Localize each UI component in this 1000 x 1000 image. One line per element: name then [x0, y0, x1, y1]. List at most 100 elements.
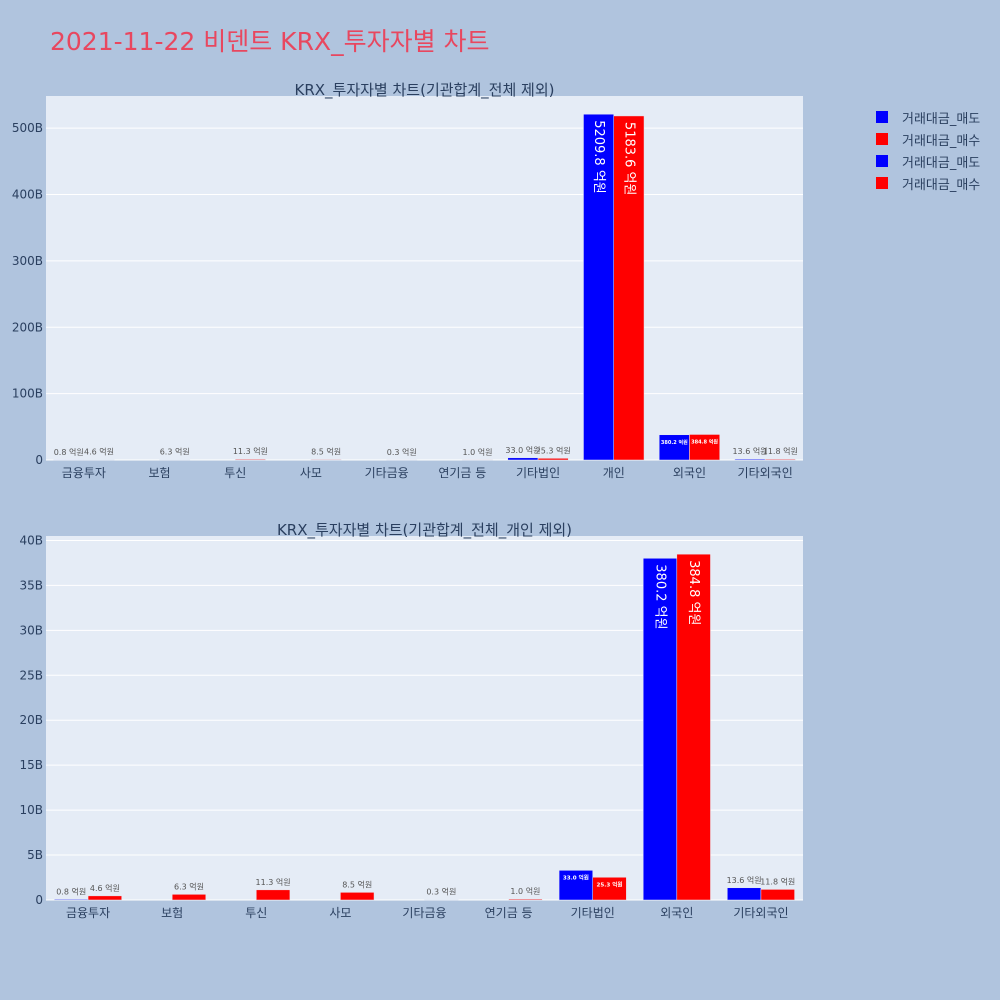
data-label: 380.2 억원: [661, 439, 688, 446]
legend-swatch: [876, 177, 888, 189]
x-tick-label: 금융투자: [66, 906, 110, 920]
bar: [592, 877, 627, 901]
bar: [642, 558, 678, 901]
y-tick-label: 300B: [12, 254, 43, 268]
x-tick-label: 기타금융: [365, 466, 409, 480]
x-tick-label: 기타외국인: [738, 466, 793, 480]
y-tick-label: 0: [35, 453, 43, 467]
legend-label: 거래대금_매수: [902, 133, 981, 149]
data-label: 384.8 억원: [686, 560, 701, 625]
x-tick-label: 기타법인: [571, 906, 615, 920]
bar: [689, 434, 720, 461]
y-tick-label: 30B: [19, 623, 43, 637]
legend-swatch: [876, 133, 888, 145]
data-label: 33.0 억원: [505, 445, 540, 455]
bar: [87, 895, 122, 901]
legend-swatch: [876, 155, 888, 167]
y-tick-label: 35B: [19, 578, 43, 592]
legend-item-sell[interactable]: 거래대금_매도: [876, 106, 980, 128]
x-tick-label: 투신: [224, 466, 246, 480]
data-label: 380.2 억원: [653, 564, 668, 629]
y-tick-label: 400B: [12, 188, 43, 202]
legend-item-buy[interactable]: 거래대금_매수: [876, 172, 980, 194]
data-label: 8.5 억원: [311, 446, 341, 456]
data-label: 6.3 억원: [174, 881, 204, 891]
x-tick-label: 연기금 등: [485, 906, 533, 920]
bar: [54, 899, 89, 901]
chart-title: KRX_투자자별 차트(기관합계_전체 제외): [295, 81, 555, 100]
x-tick-label: 보험: [149, 466, 171, 480]
bar: [507, 457, 539, 461]
bar: [508, 898, 543, 901]
legend-item-buy[interactable]: 거래대금_매수: [876, 128, 980, 150]
page-title: 2021-11-22 비덴트 KRX_투자자별 차트: [50, 27, 490, 56]
data-label: 5209.8 억원: [591, 120, 606, 194]
y-tick-label: 20B: [19, 713, 43, 727]
x-tick-label: 기타금융: [402, 906, 446, 920]
data-label: 0.3 억원: [426, 887, 456, 897]
legend-label: 거래대금_매도: [902, 111, 981, 127]
x-tick-label: 사모: [300, 466, 322, 480]
legend-item-sell[interactable]: 거래대금_매도: [876, 150, 980, 172]
data-label: 1.0 억원: [462, 447, 492, 457]
bar: [734, 458, 766, 461]
y-tick-label: 500B: [12, 121, 43, 135]
bar: [583, 113, 614, 461]
legend-label: 거래대금_매도: [902, 155, 981, 171]
y-tick-label: 40B: [19, 533, 43, 547]
y-tick-label: 25B: [19, 668, 43, 682]
data-label: 13.6 억원: [727, 875, 762, 885]
data-label: 0.3 억원: [387, 447, 417, 457]
data-label: 13.6 억원: [732, 446, 767, 456]
bar: [658, 434, 690, 461]
y-tick-label: 15B: [19, 758, 43, 772]
bar: [256, 889, 291, 901]
x-tick-label: 연기금 등: [438, 466, 486, 480]
chart-title: KRX_투자자별 차트(기관합계_전체_개인 제외): [277, 521, 572, 540]
y-tick-label: 100B: [12, 387, 43, 401]
data-label: 1.0 억원: [510, 886, 540, 896]
data-label: 11.3 억원: [233, 446, 268, 456]
data-label: 8.5 억원: [342, 879, 372, 889]
x-tick-label: 외국인: [660, 906, 693, 920]
plot-area: [46, 96, 803, 460]
bar: [171, 894, 207, 901]
x-tick-label: 기타법인: [516, 466, 560, 480]
y-tick-label: 200B: [12, 320, 43, 334]
data-label: 25.3 억원: [536, 445, 571, 455]
bar: [760, 889, 795, 901]
legend-swatch: [876, 111, 888, 123]
x-tick-label: 투신: [245, 906, 267, 920]
data-label: 11.8 억원: [760, 876, 795, 886]
data-label: 0.8 억원: [54, 447, 84, 457]
legend-label: 거래대금_매수: [902, 177, 981, 193]
data-label: 33.0 억원: [563, 873, 589, 881]
bar: [310, 459, 342, 461]
x-tick-label: 보험: [161, 906, 183, 920]
data-label: 25.3 억원: [597, 880, 623, 888]
data-label: 0.8 억원: [56, 886, 86, 896]
data-label: 4.6 억원: [84, 447, 114, 457]
x-tick-label: 사모: [329, 906, 351, 920]
bar: [676, 553, 711, 901]
data-label: 6.3 억원: [160, 447, 190, 457]
data-label: 4.6 억원: [90, 883, 120, 893]
bar: [727, 887, 762, 901]
x-tick-label: 외국인: [673, 466, 706, 480]
data-label: 384.8 억원: [691, 438, 718, 445]
data-label: 11.8 억원: [763, 446, 798, 456]
data-label: 11.3 억원: [256, 877, 291, 887]
bar: [340, 892, 375, 901]
bar: [235, 458, 266, 461]
data-label: 5183.6 억원: [621, 122, 636, 196]
x-tick-label: 금융투자: [62, 466, 106, 480]
y-tick-label: 10B: [19, 803, 43, 817]
x-tick-label: 기타외국인: [733, 906, 788, 920]
bar: [764, 458, 796, 461]
legend[interactable]: 거래대금_매도 거래대금_매수 거래대금_매도 거래대금_매수: [876, 106, 980, 194]
bar: [613, 115, 645, 461]
y-tick-label: 0: [35, 893, 43, 907]
bar: [537, 458, 569, 461]
bar: [558, 870, 593, 901]
